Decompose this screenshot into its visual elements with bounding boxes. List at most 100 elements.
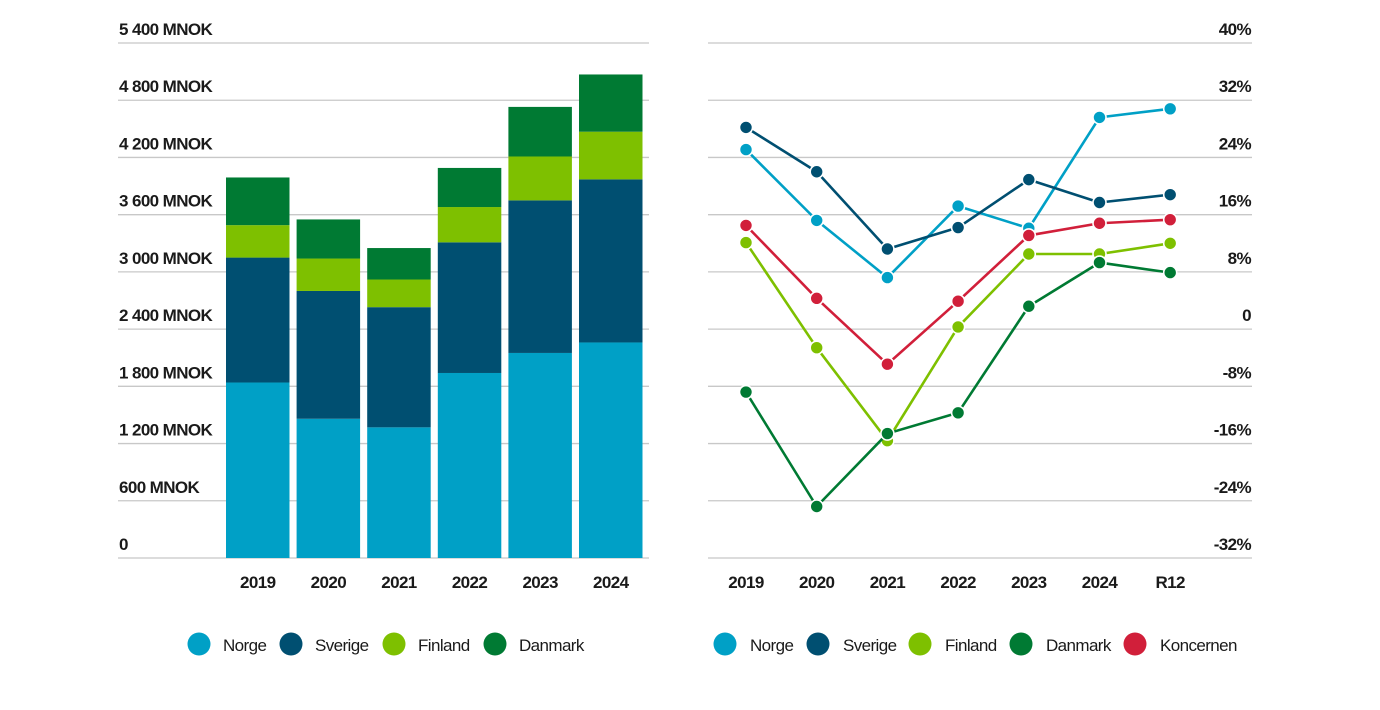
bar-segment-finland bbox=[296, 258, 361, 291]
data-point bbox=[738, 384, 754, 400]
y-tick-label: 3 600 MNOK bbox=[119, 192, 214, 211]
legend-label: Norge bbox=[750, 636, 793, 655]
data-point bbox=[950, 220, 966, 235]
y-tick-label: 16% bbox=[1219, 192, 1252, 211]
data-point bbox=[809, 213, 825, 228]
bar-stack-2021 bbox=[367, 248, 431, 558]
y-tick-label: 0 bbox=[1242, 306, 1251, 325]
legend-swatch-icon bbox=[713, 632, 737, 656]
bar-stack-2023 bbox=[508, 106, 572, 558]
y-tick-label: 3 000 MNOK bbox=[119, 249, 214, 268]
bar-chart-legend: Norge Sverige Finland Danmark bbox=[187, 632, 585, 656]
bar-segment-danmark bbox=[296, 219, 361, 259]
legend-swatch-icon bbox=[1123, 632, 1147, 656]
data-point bbox=[880, 426, 895, 441]
x-tick-label: 2023 bbox=[1011, 573, 1047, 592]
bar-segment-norge bbox=[296, 418, 361, 558]
data-point bbox=[809, 340, 825, 356]
data-point bbox=[950, 198, 966, 214]
bar-segment-sverige bbox=[437, 242, 502, 373]
y-tick-label: 1 800 MNOK bbox=[119, 363, 214, 382]
legend-item-norge: Norge bbox=[713, 632, 794, 656]
legend-label: Finland bbox=[418, 636, 470, 655]
legend-item-finland: Finland bbox=[908, 632, 997, 656]
line-chart-x-axis: 2019 2020 2021 2022 2023 2024 R12 bbox=[728, 573, 1185, 592]
data-point bbox=[809, 499, 825, 514]
line-chart-y-axis: -32% -24% -16% -8% 0 8% 16% 24% 32% 40% bbox=[1214, 20, 1252, 554]
bar-segment-sverige bbox=[296, 290, 361, 419]
y-tick-label: 4 200 MNOK bbox=[119, 134, 214, 153]
x-tick-label: 2024 bbox=[1082, 573, 1119, 592]
legend-item-danmark: Danmark bbox=[483, 632, 585, 656]
data-point bbox=[1092, 255, 1107, 270]
bar-segment-sverige bbox=[508, 200, 572, 353]
legend-label: Finland bbox=[945, 636, 997, 655]
bar-chart-y-axis: 0 600 MNOK 1 200 MNOK 1 800 MNOK 2 400 MNOK 3… bbox=[119, 20, 214, 554]
legend-swatch-icon bbox=[1009, 632, 1033, 656]
y-tick-label: 1 200 MNOK bbox=[119, 421, 214, 440]
line-chart-margin: -32%-24%-16%-8%08%16%24%32%40% 2019 2020 2… bbox=[708, 20, 1252, 656]
bar-segment-norge bbox=[226, 382, 290, 558]
data-point bbox=[809, 291, 825, 306]
data-point bbox=[1162, 235, 1178, 251]
legend-item-sverige: Sverige bbox=[279, 632, 369, 656]
legend-label: Norge bbox=[223, 636, 266, 655]
legend-swatch-icon bbox=[806, 632, 830, 656]
series-norge bbox=[738, 101, 1178, 285]
data-point bbox=[1162, 212, 1178, 227]
legend-label: Danmark bbox=[519, 636, 585, 655]
data-point bbox=[880, 270, 895, 285]
data-point bbox=[880, 356, 895, 372]
data-point bbox=[1162, 265, 1178, 280]
bar-segment-norge bbox=[367, 427, 431, 558]
data-point bbox=[1021, 228, 1037, 243]
x-tick-label: 2022 bbox=[452, 573, 488, 592]
data-point bbox=[738, 142, 754, 157]
bar-segment-norge bbox=[437, 372, 502, 558]
bar-segment-finland bbox=[437, 207, 502, 243]
data-point bbox=[1021, 246, 1037, 262]
data-point bbox=[1162, 187, 1178, 202]
bar-stack-2019 bbox=[226, 177, 290, 558]
bar-chart-bars bbox=[226, 74, 643, 558]
data-point bbox=[1092, 215, 1107, 231]
bar-segment-finland bbox=[367, 279, 431, 308]
legend-label: Sverige bbox=[315, 636, 369, 655]
legend-swatch-icon bbox=[279, 632, 303, 656]
legend-swatch-icon bbox=[483, 632, 507, 656]
legend-label: Sverige bbox=[843, 636, 897, 655]
bar-segment-danmark bbox=[226, 177, 290, 226]
bar-segment-finland bbox=[579, 131, 643, 180]
bar-segment-sverige bbox=[367, 307, 431, 428]
line-chart-gridlines bbox=[708, 42, 1252, 559]
y-tick-label: -8% bbox=[1223, 363, 1252, 382]
x-tick-label: 2021 bbox=[870, 573, 906, 592]
y-tick-label: 2 400 MNOK bbox=[119, 306, 214, 325]
data-point bbox=[950, 293, 966, 309]
data-point bbox=[738, 235, 754, 250]
bar-segment-norge bbox=[508, 352, 572, 558]
y-tick-label: 8% bbox=[1228, 249, 1252, 268]
data-point bbox=[950, 405, 966, 421]
bar-chart-revenue: 0 600 MNOK 1 200 MNOK 1 800 MNOK 2 400 MNOK 3… bbox=[118, 20, 649, 656]
series-danmark bbox=[738, 255, 1178, 514]
data-point bbox=[1092, 110, 1107, 125]
y-tick-label: 40% bbox=[1219, 20, 1252, 39]
y-tick-label: -32% bbox=[1214, 535, 1252, 554]
legend-item-koncernen: Koncernen bbox=[1123, 632, 1238, 656]
y-tick-label: -16% bbox=[1214, 421, 1252, 440]
data-point bbox=[950, 319, 966, 335]
y-tick-label: 600 MNOK bbox=[119, 478, 201, 497]
bar-stack-2022 bbox=[437, 167, 502, 558]
data-point bbox=[738, 120, 754, 135]
bar-segment-danmark bbox=[367, 248, 431, 280]
data-point bbox=[1021, 298, 1037, 314]
y-tick-label: 5 400 MNOK bbox=[119, 20, 214, 39]
x-tick-label: R12 bbox=[1156, 573, 1186, 592]
bar-segment-danmark bbox=[437, 167, 502, 208]
series-line bbox=[745, 218, 1171, 366]
x-tick-label: 2020 bbox=[311, 573, 347, 592]
bar-segment-sverige bbox=[579, 179, 643, 343]
y-tick-label: 24% bbox=[1219, 134, 1252, 153]
